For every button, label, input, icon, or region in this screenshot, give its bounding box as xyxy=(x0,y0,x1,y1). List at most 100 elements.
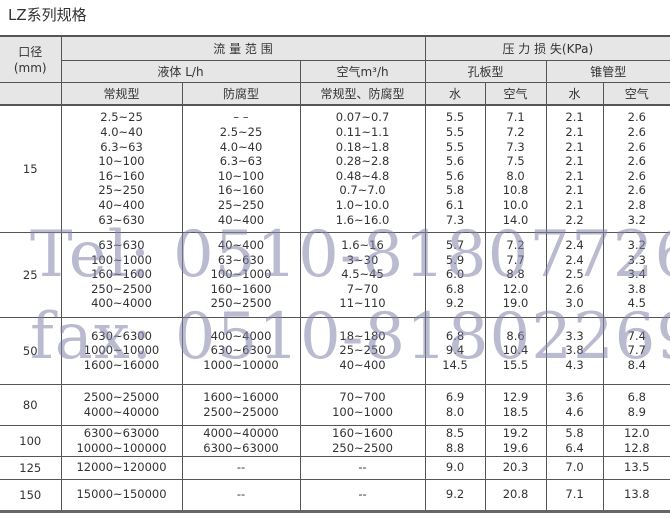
diameter-cell: 125 xyxy=(0,455,62,480)
cell-value: 6.8 xyxy=(445,328,465,343)
cell-value: – – xyxy=(233,110,249,125)
table-row: 80 2500~25000 4000~40000 1600~16000 2500~250… xyxy=(0,383,670,426)
orifice-air-cell: 8.6 10.4 15.5 xyxy=(484,316,547,385)
cell-value: 10000~100000 xyxy=(76,440,167,455)
cell-value: 0.07~0.7 xyxy=(335,110,390,125)
header-orifice-water: 水 xyxy=(424,82,486,106)
diameter-cell: 100 xyxy=(0,424,62,457)
anticorrosion-flow-cell: 4000~40000 6300~63000 xyxy=(181,424,301,457)
header-flow-range: 流 量 范 围 xyxy=(60,35,426,61)
cell-value: 6.8 xyxy=(445,281,465,296)
cell-value: 3.6 xyxy=(565,389,584,404)
cell-value: 6.0 xyxy=(445,267,465,282)
cone-air-cell: 3.2 3.3 3.4 3.8 4.5 xyxy=(602,231,670,318)
cell-value: 16~160 xyxy=(217,183,265,198)
cell-value: 5.8 xyxy=(565,425,584,440)
anticorrosion-flow-cell: 400~4000 630~6300 1000~10000 xyxy=(181,316,301,385)
table-row: 25 63~630 100~1000 160~1600 250~2500 400~4000… xyxy=(0,231,670,318)
cell-value: 0.11~1.1 xyxy=(335,124,390,139)
cell-value: 7~70 xyxy=(346,281,379,296)
air-flow-cell: 0.07~0.7 0.11~1.1 0.18~1.8 0.28~2.8 0.48~4.8… xyxy=(299,104,426,233)
cell-value: 7.3 xyxy=(445,212,465,227)
cell-value: 1000~10000 xyxy=(203,357,279,372)
cone-air-cell: 13.8 xyxy=(602,478,670,512)
cell-value: 7.1 xyxy=(565,487,584,502)
cell-value: 10.4 xyxy=(502,343,529,358)
cell-value: 18.5 xyxy=(502,404,529,419)
orifice-air-cell: 7.1 7.2 7.3 7.5 8.0 10.8 10.0 14.0 xyxy=(484,104,547,233)
cell-value: 0.7~7.0 xyxy=(339,183,386,198)
cone-water-cell: 3.3 3.8 4.3 xyxy=(545,316,604,385)
orifice-water-cell: 9.0 xyxy=(424,455,486,480)
cell-value: 2.5~25 xyxy=(219,124,263,139)
cell-value: 1.6~16.0 xyxy=(335,212,390,227)
cell-value: 5.5 xyxy=(445,110,465,125)
cell-value: 2.1 xyxy=(565,168,584,183)
cell-value: 2.8 xyxy=(627,197,646,212)
header-pressure-loss: 压 力 损 失(KPa) xyxy=(424,35,670,61)
cell-value: 1.0~10.0 xyxy=(335,197,390,212)
cell-value: 4.5~45 xyxy=(341,267,384,282)
cell-value: 160~1600 xyxy=(210,281,272,296)
cell-value: 100~1000 xyxy=(332,404,393,419)
diameter-cell: 15 xyxy=(0,104,62,233)
cell-value: 14.0 xyxy=(502,212,529,227)
cone-air-cell: 12.0 12.8 xyxy=(602,424,670,457)
header-cone-air: 空气 xyxy=(602,82,670,106)
cell-value: 2500~25000 xyxy=(83,389,160,404)
cell-value: 40~400 xyxy=(339,357,386,372)
air-flow-cell: 1.6~16 3~30 4.5~45 7~70 11~110 xyxy=(299,231,426,318)
cone-water-cell: 7.1 xyxy=(545,478,604,512)
table-row: 100 6300~63000 10000~100000 4000~40000 6300~… xyxy=(0,424,670,457)
cell-value: 8.4 xyxy=(627,357,646,372)
cell-value: 4.0~40 xyxy=(100,124,143,139)
cell-value: 6.3~63 xyxy=(219,154,263,169)
cone-water-cell: 2.4 2.4 2.5 2.6 3.0 xyxy=(545,231,604,318)
header-blank xyxy=(0,82,62,106)
cell-value: -- xyxy=(358,487,367,502)
diameter-cell: 150 xyxy=(0,478,62,512)
cell-value: 100~1000 xyxy=(210,267,272,282)
cell-value: 6.4 xyxy=(565,440,584,455)
cell-value: 4000~40000 xyxy=(83,404,160,419)
table-row: 150 15000~150000 -- -- 9.2 20.8 7.1 13.8 xyxy=(0,478,670,512)
cell-value: 2.1 xyxy=(565,154,584,169)
cell-value: 4.3 xyxy=(565,357,584,372)
cell-value: 19.6 xyxy=(502,440,529,455)
orifice-water-cell: 5.7 5.9 6.0 6.8 9.2 xyxy=(424,231,486,318)
cell-value: 1600~16000 xyxy=(83,357,160,372)
regular-flow-cell: 2500~25000 4000~40000 xyxy=(60,383,183,426)
cell-value: 13.5 xyxy=(624,460,650,475)
diameter-cell: 50 xyxy=(0,316,62,385)
air-flow-cell: 18~180 25~250 40~400 xyxy=(299,316,426,385)
cell-value: 2.1 xyxy=(565,139,584,154)
cell-value: 5.6 xyxy=(445,168,465,183)
cell-value: 63~630 xyxy=(98,238,145,253)
cell-value: 2.6 xyxy=(627,110,646,125)
cell-value: 20.8 xyxy=(502,487,529,502)
cell-value: 2.6 xyxy=(627,183,646,198)
regular-flow-cell: 630~6300 1000~10000 1600~16000 xyxy=(60,316,183,385)
header-orifice-air: 空气 xyxy=(484,82,547,106)
cell-value: 7.3 xyxy=(506,139,525,154)
cell-value: 8.5 xyxy=(445,425,465,440)
cell-value: 9.2 xyxy=(445,487,465,502)
regular-flow-cell: 2.5~25 4.0~40 6.3~63 10~100 16~160 25~250 40~4… xyxy=(60,104,183,233)
orifice-water-cell: 6.9 8.0 xyxy=(424,383,486,426)
cell-value: 40~400 xyxy=(217,238,265,253)
anticorrosion-flow-cell: 40~400 63~630 100~1000 160~1600 250~2500 xyxy=(181,231,301,318)
cell-value: 250~2500 xyxy=(332,440,393,455)
cone-air-cell: 2.6 2.6 2.6 2.6 2.6 2.6 2.8 3.2 xyxy=(602,104,670,233)
anticorrosion-flow-cell: 1600~16000 2500~25000 xyxy=(181,383,301,426)
orifice-water-cell: 6.8 9.4 14.5 xyxy=(424,316,486,385)
cell-value: 2.6 xyxy=(627,124,646,139)
header-orifice: 孔板型 xyxy=(424,60,547,83)
cell-value: 2.6 xyxy=(627,154,646,169)
cell-value: 6.3~63 xyxy=(100,139,143,154)
cone-water-cell: 5.8 6.4 xyxy=(545,424,604,457)
cell-value: 1000~10000 xyxy=(83,343,160,358)
cell-value: -- xyxy=(358,460,367,475)
cell-value: 3.4 xyxy=(627,267,646,282)
cell-value: 2.1 xyxy=(565,110,584,125)
cell-value: 3.8 xyxy=(565,343,584,358)
